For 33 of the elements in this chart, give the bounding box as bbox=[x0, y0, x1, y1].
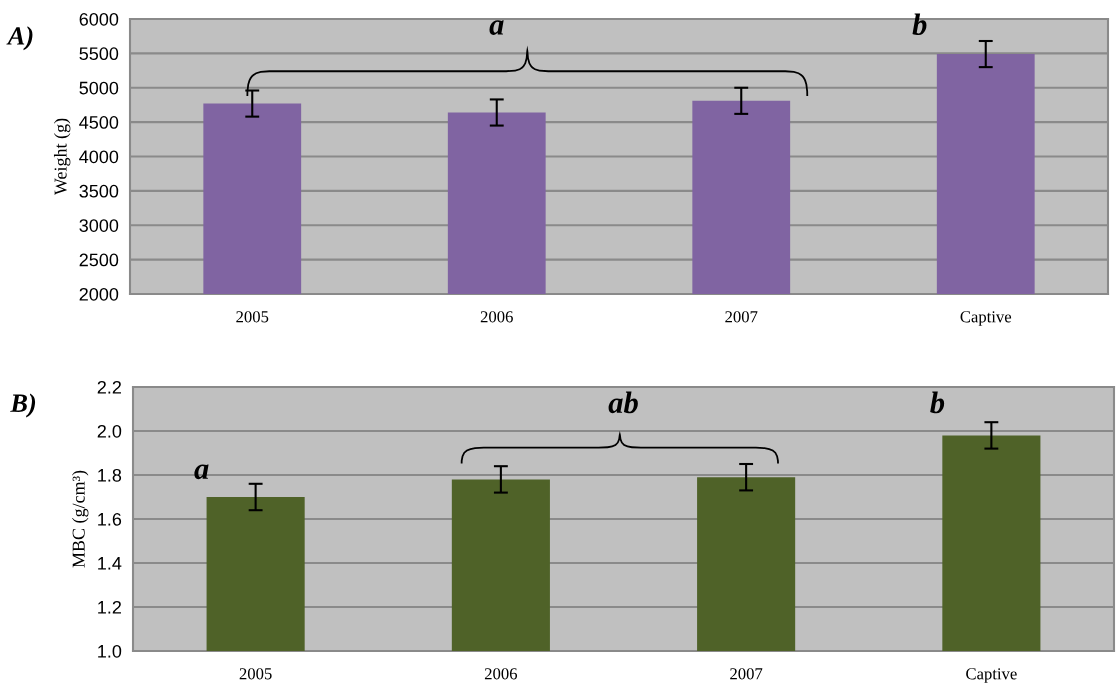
y-tick-label: 1.8 bbox=[98, 468, 122, 482]
y-tick-label: 1.2 bbox=[98, 600, 121, 614]
y-tick-label: 2.0 bbox=[97, 424, 122, 438]
y-tick-label: 3000 bbox=[79, 219, 119, 232]
annotation: a bbox=[194, 464, 209, 480]
y-tick-label: 1.4 bbox=[98, 557, 122, 570]
x-tick-label: 2005 bbox=[236, 311, 269, 323]
annotation: b bbox=[930, 391, 945, 414]
y-tick-label: 4000 bbox=[79, 150, 119, 164]
x-tick-label: 2007 bbox=[725, 311, 758, 323]
y-axis-title: Weight (g) bbox=[53, 118, 71, 196]
x-tick-label: Captive bbox=[960, 311, 1012, 326]
y-tick-label: 5000 bbox=[79, 81, 119, 95]
y-tick-label: 2000 bbox=[79, 287, 119, 301]
y-tick-label: 2.2 bbox=[97, 380, 121, 394]
x-tick-label: 2007 bbox=[730, 668, 763, 680]
annotation: b bbox=[912, 13, 927, 35]
y-axis-title: MBC (g/cm³) bbox=[72, 470, 89, 568]
y-tick-label: 4500 bbox=[79, 116, 119, 129]
x-tick-label: 2005 bbox=[239, 668, 272, 680]
annotation: a bbox=[489, 20, 504, 35]
y-tick-label: 1.6 bbox=[98, 512, 122, 526]
y-tick-label: 5500 bbox=[79, 47, 119, 61]
x-tick-label: Captive bbox=[966, 668, 1017, 683]
annotation: ab bbox=[608, 391, 638, 414]
x-tick-label: 2006 bbox=[484, 668, 518, 680]
x-tick-label: 2006 bbox=[480, 311, 513, 323]
chart-title: A) bbox=[6, 26, 33, 51]
y-tick-label: 2500 bbox=[79, 253, 119, 267]
y-tick-label: 1.0 bbox=[98, 644, 122, 658]
chart-title: B) bbox=[10, 393, 36, 418]
y-tick-label: 3500 bbox=[79, 184, 119, 198]
y-tick-label: 6000 bbox=[79, 12, 119, 26]
